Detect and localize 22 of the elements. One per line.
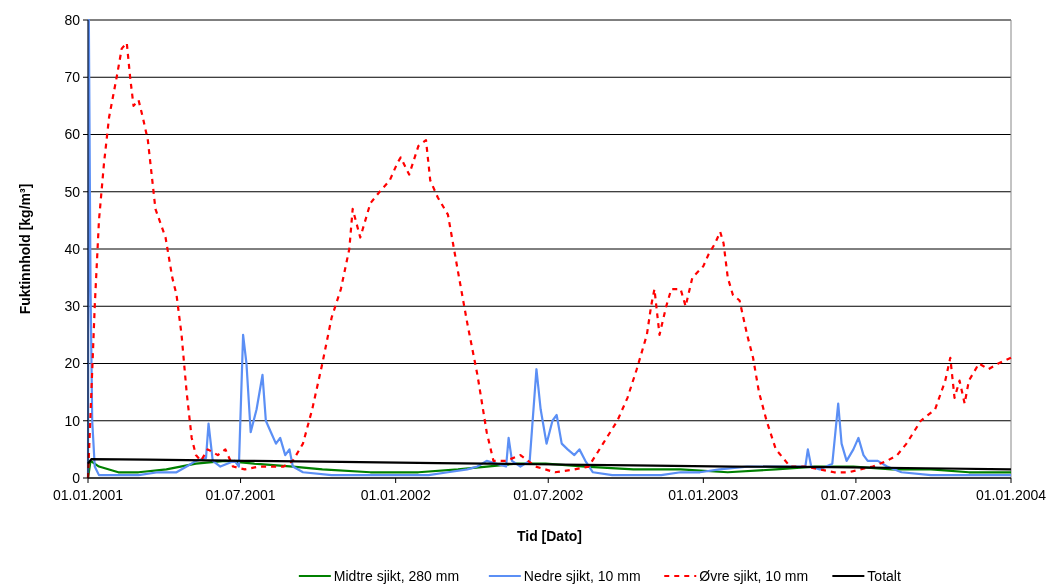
y-tick-label: 40 <box>64 240 81 257</box>
x-tick-label: 01.07.2003 <box>820 487 892 503</box>
x-tick-label: 01.01.2002 <box>360 487 431 503</box>
y-tick-label: 50 <box>64 183 81 200</box>
x-tick-label: 01.07.2001 <box>205 487 276 503</box>
y-axis-title: Fuktinnhold [kg/m³] <box>17 183 33 315</box>
y-tick-label: 60 <box>64 126 81 143</box>
x-tick-label: 01.07.2002 <box>513 487 584 503</box>
x-tick-label: 01.01.2004 <box>975 487 1047 503</box>
legend-label: Nedre sjikt, 10 mm <box>523 567 641 584</box>
y-tick-label: 10 <box>64 412 81 429</box>
y-tick-label: 30 <box>64 298 81 315</box>
legend-label: Totalt <box>867 567 901 584</box>
legend-label: Øvre sjikt, 10 mm <box>699 567 809 584</box>
y-tick-label: 20 <box>64 355 81 372</box>
legend-label: Midtre sjikt, 280 mm <box>333 567 460 584</box>
y-tick-label: 80 <box>64 11 81 28</box>
y-tick-label: 0 <box>72 469 81 486</box>
x-tick-label: 01.01.2003 <box>668 487 739 503</box>
x-tick-label: 01.01.2001 <box>52 487 124 503</box>
x-axis-title: Tid [Dato] <box>516 528 583 544</box>
y-tick-label: 70 <box>64 69 81 86</box>
